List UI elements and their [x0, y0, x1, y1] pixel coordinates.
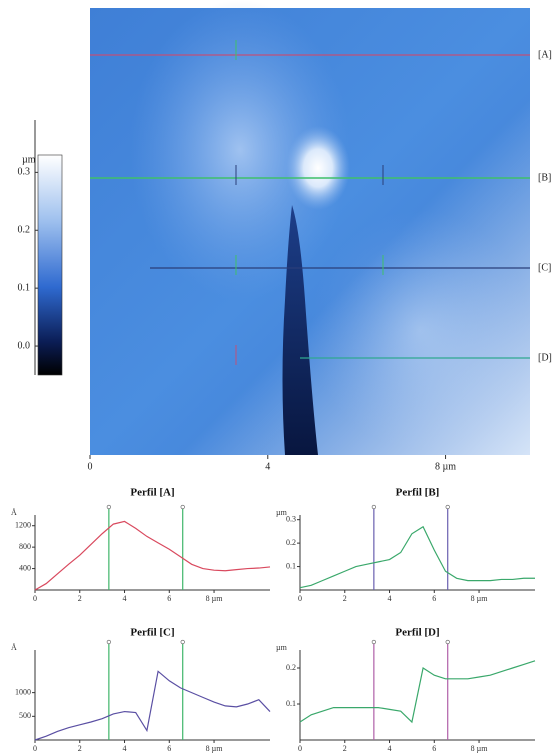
profile-line: [299, 660, 536, 724]
chart-title: Perfil [D]: [395, 627, 439, 639]
x-tick-label: 0: [33, 744, 37, 753]
y-unit: Å: [11, 643, 17, 652]
x-tick-label: 8 µm: [206, 594, 224, 603]
x-tick-label: 0: [298, 744, 302, 753]
profile-line: [299, 525, 535, 589]
x-tick-label: 8 µm: [471, 744, 489, 753]
cursor-marker: [106, 504, 111, 510]
profile-label: [B]: [538, 172, 551, 183]
cursor-marker: [445, 639, 450, 645]
x-tick-label: 4: [265, 461, 270, 472]
y-tick-label: 0.1: [286, 561, 296, 570]
cursor-marker: [106, 639, 111, 645]
x-tick-label: 8 µm: [206, 744, 224, 753]
y-tick-label: 0.2: [286, 663, 296, 672]
y-tick-label: 1000: [15, 687, 31, 696]
x-tick-label: 0: [298, 594, 302, 603]
x-tick-label: 4: [123, 594, 127, 603]
y-tick-label: 0.2: [286, 538, 296, 547]
cursor-marker: [180, 639, 185, 645]
y-tick-label: 1200: [15, 521, 31, 530]
colorbar-tick-label: 0.1: [18, 282, 31, 293]
profile-label: [A]: [538, 49, 552, 60]
x-tick-label: 6: [432, 744, 436, 753]
x-tick-label: 8 µm: [435, 461, 456, 472]
x-tick-label: 6: [167, 744, 171, 753]
y-tick-label: 0.1: [286, 699, 296, 708]
cursor-marker: [180, 504, 185, 510]
y-tick-label: 0.3: [286, 515, 296, 524]
colorbar-tick-label: 0.2: [18, 225, 31, 236]
cursor-marker: [445, 504, 450, 510]
y-tick-label: 500: [19, 711, 31, 720]
profile-line: [34, 670, 271, 741]
profile-label: [D]: [538, 352, 552, 363]
y-tick-label: 800: [19, 542, 31, 551]
x-tick-label: 0: [33, 594, 37, 603]
x-tick-label: 4: [123, 744, 127, 753]
cursor-marker: [371, 639, 376, 645]
y-tick-label: 400: [19, 563, 31, 572]
x-tick-label: 2: [78, 594, 82, 603]
y-unit: µm: [276, 508, 288, 517]
x-tick-label: 6: [167, 594, 171, 603]
afm-image: [90, 0, 530, 455]
x-tick-label: 4: [388, 594, 392, 603]
y-unit: µm: [276, 643, 288, 652]
colorbar-tick-label: 0.0: [18, 340, 31, 351]
chart-title: Perfil [C]: [130, 627, 174, 639]
chart-title: Perfil [A]: [130, 487, 174, 499]
x-tick-label: 4: [388, 744, 392, 753]
x-tick-label: 8 µm: [471, 594, 489, 603]
x-tick-label: 2: [343, 744, 347, 753]
y-unit: Å: [11, 508, 17, 517]
profile-label: [C]: [538, 262, 551, 273]
x-tick-label: 6: [432, 594, 436, 603]
colorbar-tick-label: 0.3: [18, 167, 31, 178]
colorbar-unit: µm: [22, 154, 36, 165]
x-tick-label: 0: [88, 461, 93, 472]
profile-line: [34, 520, 271, 591]
chart-title: Perfil [B]: [396, 487, 440, 499]
cursor-marker: [371, 504, 376, 510]
x-tick-label: 2: [78, 744, 82, 753]
x-tick-label: 2: [343, 594, 347, 603]
color-bar: [37, 154, 63, 376]
